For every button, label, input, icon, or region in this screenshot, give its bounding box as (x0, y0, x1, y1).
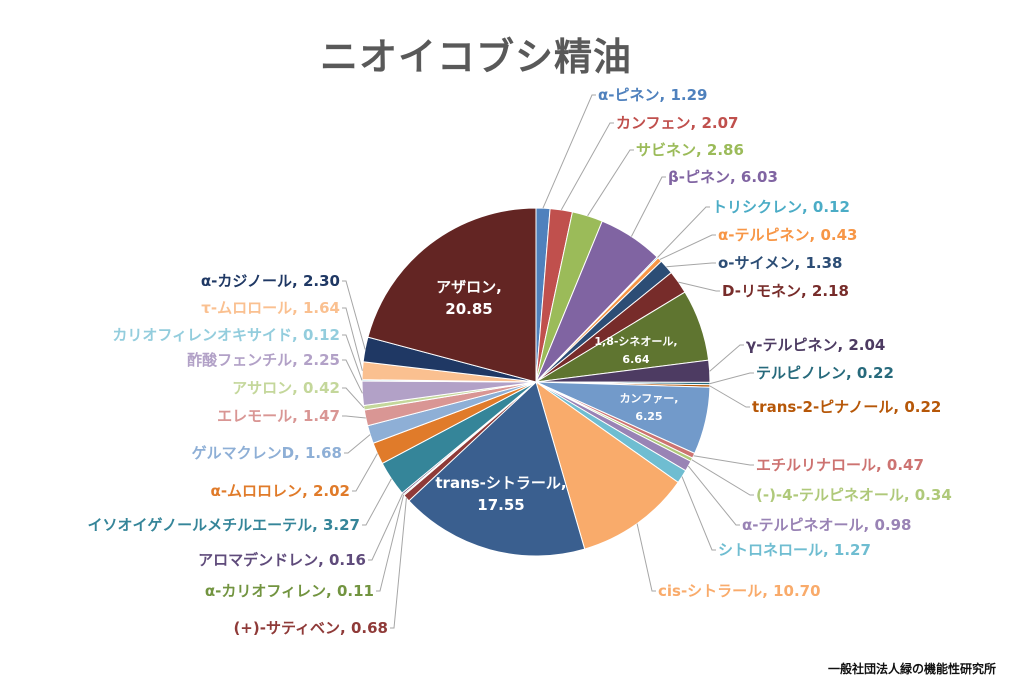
data-label-7: D-リモネン, 2.18 (722, 282, 849, 300)
leader-line-28 (342, 334, 363, 381)
data-label-6: o-サイメン, 1.38 (718, 254, 842, 272)
leader-line-9 (709, 344, 744, 372)
leader-line-24 (344, 434, 371, 454)
leader-line-25 (342, 415, 366, 419)
leader-line-13 (693, 455, 754, 466)
leader-line-30 (342, 280, 366, 350)
data-label-27: 酢酸フェンチル, 2.25 (187, 351, 340, 369)
pie-slice-31 (367, 207, 537, 383)
leader-line-11 (709, 385, 750, 408)
data-label-29: τ-ムロロール, 1.64 (201, 299, 340, 317)
data-label-18: trans-シトラール, 17.55 (435, 474, 566, 514)
leader-line-1 (560, 122, 614, 211)
data-labels: α-ピネン, 1.29 カンフェン, 2.07 サビネン, 2.86 β-ピネン, 6… (88, 86, 952, 637)
leader-lines (342, 94, 754, 629)
data-label-23: α-ムロロレン, 2.02 (211, 482, 350, 500)
leader-line-19 (390, 498, 407, 629)
data-label-16: シトロネロール, 1.27 (718, 541, 871, 559)
data-label-31: アザロン, 20.85 (436, 278, 502, 318)
leader-line-5 (659, 234, 716, 261)
leader-line-23 (352, 453, 378, 492)
leader-line-3 (630, 176, 666, 237)
leader-line-2 (587, 149, 634, 217)
data-label-3: β-ピネン, 6.03 (668, 168, 778, 186)
chart-title: ニオイコブシ精油 (320, 35, 633, 79)
data-label-25: エレモール, 1.47 (217, 407, 340, 425)
data-label-20: α-カリオフィレン, 0.11 (205, 582, 374, 600)
leader-line-14 (691, 459, 754, 496)
leader-line-7 (678, 281, 720, 292)
leader-line-27 (342, 359, 363, 394)
leader-line-20 (376, 494, 405, 592)
data-label-13: エチルリナロール, 0.47 (756, 456, 924, 474)
data-label-12: カンファー, 6.25 (620, 392, 679, 423)
data-label-0: α-ピネン, 1.29 (598, 86, 707, 104)
data-label-8: 1,8-シネオール, 6.64 (594, 335, 677, 366)
pie-slice-18 (408, 381, 586, 557)
data-label-11: trans-2-ピナノール, 0.22 (752, 398, 941, 416)
data-label-4: トリシクレン, 0.12 (712, 198, 850, 216)
leader-line-29 (342, 307, 363, 371)
credit-text: 一般社団法人緑の機能性研究所 (827, 662, 996, 676)
data-label-19: (+)-サティベン, 0.68 (233, 619, 388, 637)
data-label-22: イソオイゲノールメチルエーテル, 3.27 (88, 516, 360, 534)
data-label-26: アサロン, 0.42 (232, 379, 340, 397)
leader-line-22 (362, 478, 392, 526)
pie-slice-17 (535, 380, 679, 550)
data-label-15: α-テルピネオール, 0.98 (742, 516, 911, 534)
data-label-10: テルピノレン, 0.22 (756, 364, 894, 382)
data-label-2: サビネン, 2.86 (636, 141, 744, 159)
leader-line-0 (542, 94, 596, 209)
data-label-17: cis-シトラール, 10.70 (658, 582, 821, 600)
leader-line-6 (666, 262, 716, 268)
leader-line-17 (636, 523, 656, 592)
data-label-14: (-)-4-テルピネオール, 0.34 (756, 486, 952, 504)
data-label-5: α-テルピネン, 0.43 (718, 226, 857, 244)
data-label-1: カンフェン, 2.07 (616, 114, 738, 132)
leader-line-10 (709, 372, 754, 385)
leader-line-26 (342, 387, 365, 409)
leader-line-21 (368, 493, 404, 561)
leader-line-16 (681, 476, 716, 551)
leader-line-15 (687, 465, 740, 526)
leader-line-4 (657, 206, 710, 258)
data-label-21: アロマデンドレン, 0.16 (198, 551, 366, 569)
data-label-24: ゲルマクレンD, 1.68 (192, 444, 342, 462)
data-label-28: カリオフィレンオキサイド, 0.12 (112, 326, 340, 344)
data-label-30: α-カジノール, 2.30 (201, 272, 340, 290)
data-label-9: γ-テルピネン, 2.04 (746, 336, 885, 354)
pie-slices (361, 207, 711, 557)
